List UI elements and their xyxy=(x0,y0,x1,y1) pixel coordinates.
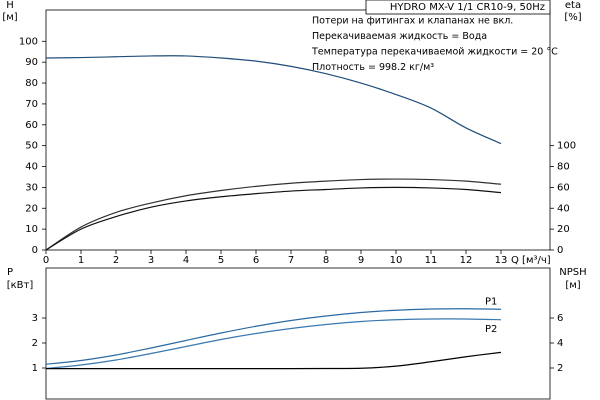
curve xyxy=(45,318,502,370)
x-tick-label: 3 xyxy=(148,255,154,266)
y-tick-label: 10 xyxy=(25,224,38,235)
y-tick-label: 70 xyxy=(25,99,38,110)
y-axis-unit: [м] xyxy=(2,12,17,23)
y-tick-label: 2 xyxy=(32,338,38,349)
y2-axis-unit: [м] xyxy=(565,280,580,291)
chart-title: HYDRO MX-V 1/1 CR10-9, 50Hz xyxy=(390,2,545,13)
y2-tick-label: 6 xyxy=(557,313,563,324)
annotation: Температура перекачиваемой жидкости = 20… xyxy=(311,47,558,58)
y-tick-label: 50 xyxy=(25,141,38,152)
curve xyxy=(45,351,502,370)
curve xyxy=(45,308,502,365)
x-tick-label: 2 xyxy=(113,255,119,266)
y-axis-unit: [кВт] xyxy=(7,280,34,291)
curve xyxy=(45,178,502,251)
x-tick-label: 11 xyxy=(425,255,438,266)
y2-tick-label: 4 xyxy=(557,338,563,349)
y-tick-label: 20 xyxy=(25,203,38,214)
bottom-plot-frame xyxy=(45,267,551,400)
y2-tick-label: 0 xyxy=(557,245,563,256)
y-tick-label: 0 xyxy=(32,245,38,256)
curve xyxy=(45,55,502,145)
annotation: Потери на фитингах и клапанах не вкл. xyxy=(312,16,513,27)
x-tick-label: 7 xyxy=(288,255,294,266)
y2-tick-label: 80 xyxy=(557,162,570,173)
y-tick-label: 100 xyxy=(19,36,38,47)
y-tick-label: 80 xyxy=(25,78,38,89)
y2-axis-label: NPSH xyxy=(559,267,586,278)
annotation: Перекачиваемая жидкость = Вода xyxy=(312,31,487,42)
x-tick-label: 6 xyxy=(253,255,259,266)
series-label: P2 xyxy=(485,324,497,335)
y-tick-label: 60 xyxy=(25,120,38,131)
y2-axis-label: eta xyxy=(565,0,581,11)
annotation: Плотность = 998.2 кг/м³ xyxy=(312,62,434,73)
x-tick-label: 9 xyxy=(358,255,364,266)
y2-tick-label: 20 xyxy=(557,224,570,235)
top-plot-frame xyxy=(45,9,551,251)
y-tick-label: 3 xyxy=(32,313,38,324)
x-tick-label: 4 xyxy=(183,255,189,266)
y2-tick-label: 100 xyxy=(557,141,576,152)
y-tick-label: 90 xyxy=(25,57,38,68)
y2-tick-label: 40 xyxy=(557,203,570,214)
curve xyxy=(45,186,502,251)
series-label: P1 xyxy=(485,296,497,307)
y2-tick-label: 2 xyxy=(557,363,563,374)
y2-tick-label: 60 xyxy=(557,182,570,193)
x-tick-label: 8 xyxy=(323,255,329,266)
y-tick-label: 30 xyxy=(25,182,38,193)
x-tick-label: 0 xyxy=(43,255,49,266)
y-tick-label: 1 xyxy=(32,363,38,374)
x-tick-label: 13 xyxy=(495,255,508,266)
x-tick-label: 1 xyxy=(78,255,84,266)
y-axis-label: P xyxy=(7,267,13,278)
title-box xyxy=(365,0,551,15)
x-axis-label: Q [м³/ч] xyxy=(511,255,551,266)
x-tick-label: 12 xyxy=(460,255,473,266)
x-tick-label: 5 xyxy=(218,255,224,266)
y-tick-label: 40 xyxy=(25,162,38,173)
y2-axis-unit: [%] xyxy=(564,12,581,23)
y-axis-label: H xyxy=(6,0,14,11)
x-tick-label: 10 xyxy=(390,255,403,266)
